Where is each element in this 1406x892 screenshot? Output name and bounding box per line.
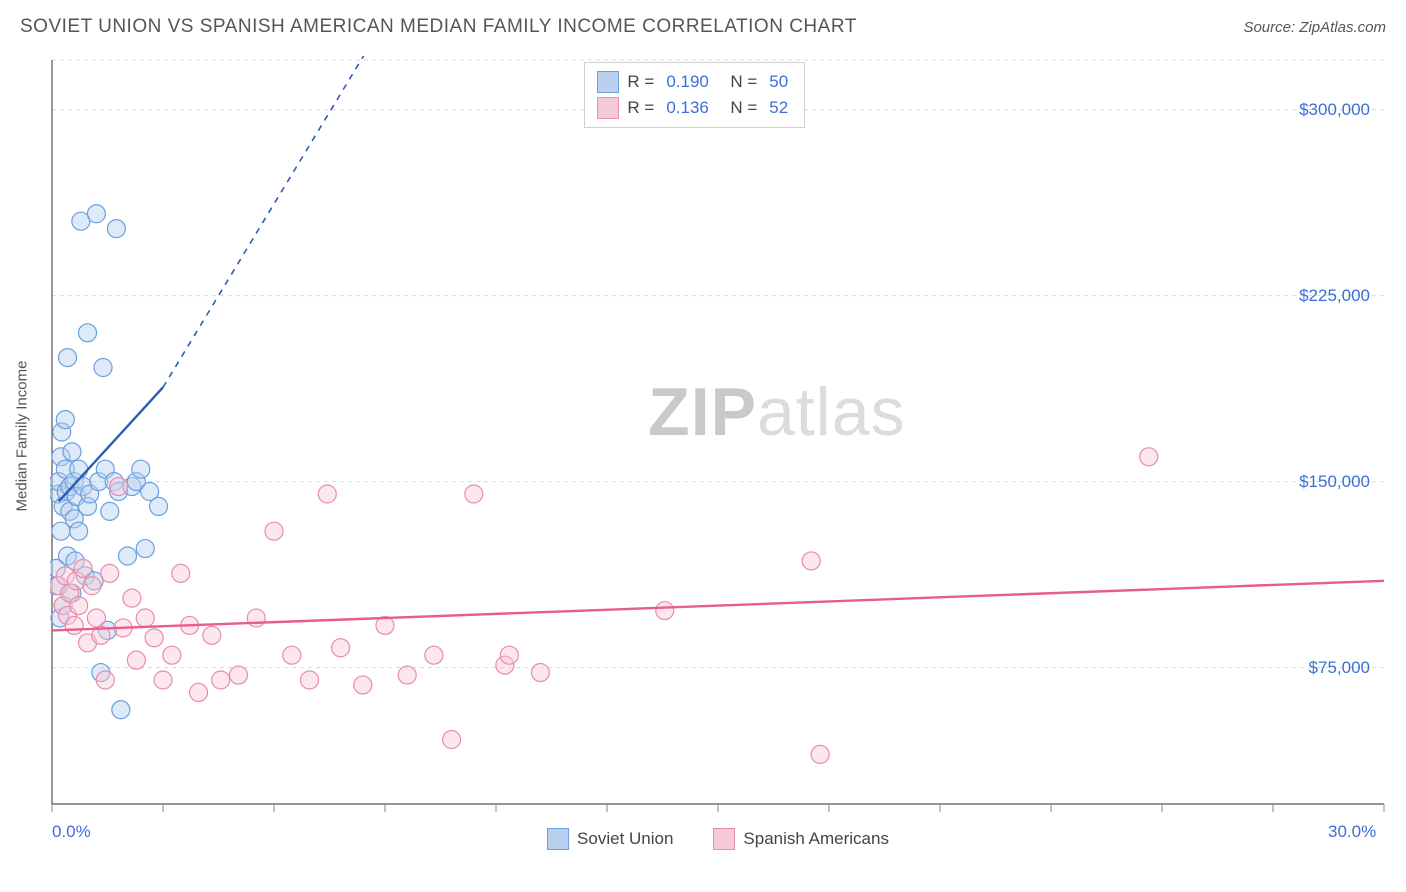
legend-item: Soviet Union [547, 828, 673, 850]
chart-container: Median Family Income ZIPatlas R = 0.190 … [50, 56, 1386, 816]
data-point [354, 676, 372, 694]
data-point [107, 220, 125, 238]
data-point [150, 497, 168, 515]
y-tick-label: $150,000 [1299, 472, 1370, 492]
data-point [265, 522, 283, 540]
legend-swatch [547, 828, 569, 850]
series-swatch [597, 71, 619, 93]
data-point [811, 745, 829, 763]
trend-line [52, 581, 1384, 631]
legend-label: Spanish Americans [743, 829, 889, 849]
data-point [500, 646, 518, 664]
data-point [87, 205, 105, 223]
stats-row: R = 0.136 N = 52 [597, 95, 792, 121]
y-tick-label: $225,000 [1299, 286, 1370, 306]
data-point [65, 616, 83, 634]
stat-n-value: 52 [769, 98, 788, 118]
scatter-plot [50, 56, 1386, 816]
data-point [94, 359, 112, 377]
legend-swatch [713, 828, 735, 850]
stat-n-label: N = [721, 98, 757, 118]
data-point [74, 559, 92, 577]
data-point [127, 651, 145, 669]
data-point [101, 564, 119, 582]
data-point [802, 552, 820, 570]
data-point [1140, 448, 1158, 466]
data-point [118, 547, 136, 565]
data-point [247, 609, 265, 627]
data-point [283, 646, 301, 664]
data-point [101, 502, 119, 520]
stat-r-label: R = [627, 72, 654, 92]
data-point [70, 522, 88, 540]
stat-r-value: 0.136 [666, 98, 709, 118]
data-point [398, 666, 416, 684]
data-point [56, 411, 74, 429]
data-point [79, 324, 97, 342]
data-point [172, 564, 190, 582]
data-point [145, 629, 163, 647]
data-point [96, 671, 114, 689]
data-point [132, 460, 150, 478]
data-point [83, 577, 101, 595]
data-point [301, 671, 319, 689]
stat-n-value: 50 [769, 72, 788, 92]
legend-label: Soviet Union [577, 829, 673, 849]
data-point [531, 664, 549, 682]
data-point [163, 646, 181, 664]
legend: Soviet Union Spanish Americans [547, 828, 889, 850]
data-point [212, 671, 230, 689]
data-point [59, 349, 77, 367]
y-tick-label: $75,000 [1309, 658, 1370, 678]
stat-r-label: R = [627, 98, 654, 118]
data-point [70, 460, 88, 478]
x-tick-label: 30.0% [1328, 822, 1376, 842]
data-point [136, 609, 154, 627]
data-point [465, 485, 483, 503]
x-tick-label: 0.0% [52, 822, 91, 842]
stat-r-value: 0.190 [666, 72, 709, 92]
data-point [190, 683, 208, 701]
data-point [70, 597, 88, 615]
data-point [229, 666, 247, 684]
stats-row: R = 0.190 N = 50 [597, 69, 792, 95]
data-point [123, 589, 141, 607]
data-point [110, 478, 128, 496]
y-tick-label: $300,000 [1299, 100, 1370, 120]
trend-line-dashed [163, 56, 376, 387]
stat-n-label: N = [721, 72, 757, 92]
data-point [203, 626, 221, 644]
data-point [318, 485, 336, 503]
source-label: Source: ZipAtlas.com [1243, 19, 1386, 36]
series-swatch [597, 97, 619, 119]
stats-box: R = 0.190 N = 50R = 0.136 N = 52 [584, 62, 805, 128]
data-point [112, 701, 130, 719]
data-point [63, 443, 81, 461]
data-point [425, 646, 443, 664]
data-point [443, 731, 461, 749]
data-point [332, 639, 350, 657]
y-axis-label: Median Family Income [14, 361, 31, 512]
data-point [154, 671, 172, 689]
data-point [87, 609, 105, 627]
data-point [136, 540, 154, 558]
legend-item: Spanish Americans [713, 828, 889, 850]
data-point [656, 602, 674, 620]
chart-title: SOVIET UNION VS SPANISH AMERICAN MEDIAN … [20, 16, 857, 38]
